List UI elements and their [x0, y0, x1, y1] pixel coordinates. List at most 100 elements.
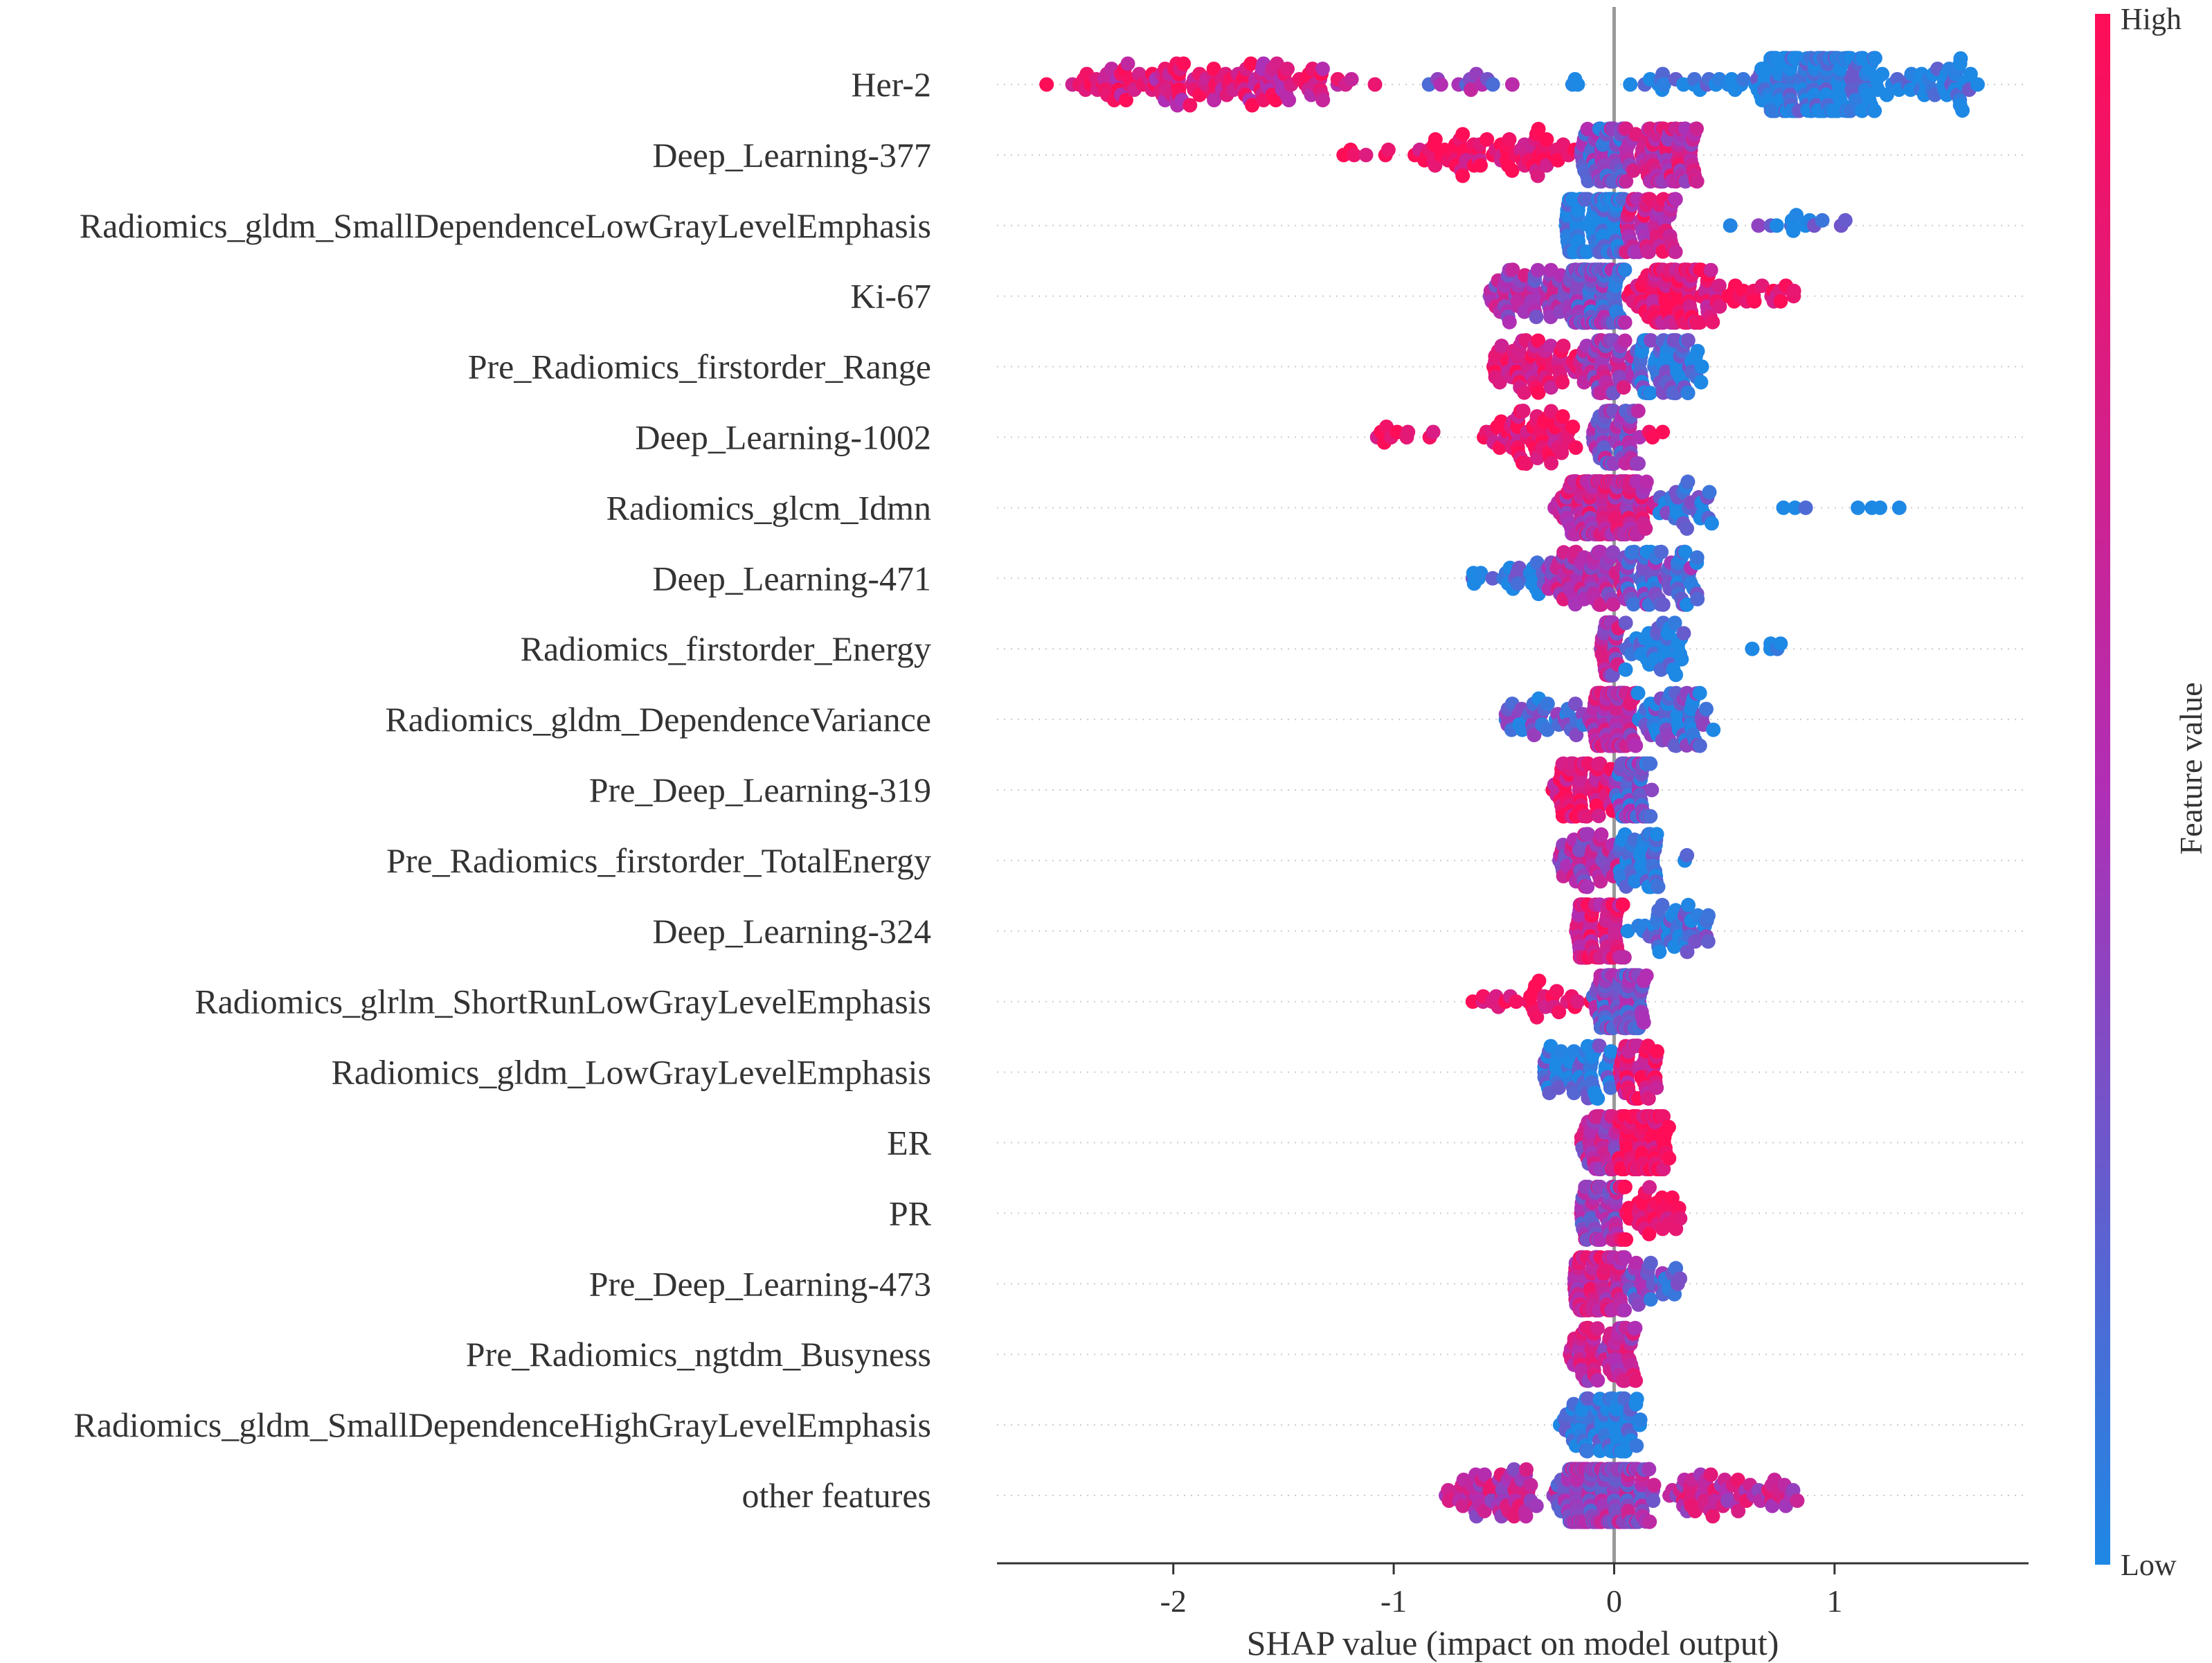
- data-point: [1867, 103, 1882, 118]
- data-point: [1790, 1493, 1805, 1508]
- data-point: [1641, 1091, 1656, 1106]
- data-point: [1492, 375, 1507, 390]
- data-point: [1543, 380, 1558, 395]
- data-point: [1631, 1297, 1646, 1312]
- data-point: [1837, 213, 1853, 228]
- data-point: [1381, 142, 1396, 157]
- data-point: [1206, 62, 1221, 76]
- data-point: [1629, 1438, 1644, 1453]
- data-point: [1606, 597, 1621, 612]
- feature-label: Pre_Deep_Learning-319: [589, 771, 931, 809]
- data-point: [1617, 333, 1633, 348]
- data-point: [1623, 77, 1638, 92]
- data-point: [1592, 1039, 1607, 1054]
- data-point: [1875, 66, 1890, 82]
- data-point: [1509, 994, 1524, 1009]
- data-point: [1401, 424, 1416, 440]
- feature-label: Pre_Radiomics_firstorder_Range: [468, 348, 931, 386]
- data-point: [1315, 62, 1330, 76]
- data-point: [1642, 1514, 1657, 1529]
- data-point: [1643, 756, 1658, 771]
- data-point: [1754, 278, 1770, 294]
- data-point: [1751, 218, 1766, 233]
- data-point: [1590, 1373, 1606, 1388]
- data-point: [1245, 98, 1260, 113]
- data-point: [1590, 1091, 1606, 1106]
- data-point: [1549, 984, 1564, 999]
- data-points: [1039, 51, 1985, 1529]
- x-tick-label: 1: [1826, 1583, 1842, 1619]
- data-point: [1628, 1320, 1643, 1336]
- data-point: [1689, 174, 1705, 189]
- data-point: [1617, 1179, 1633, 1194]
- data-point: [1511, 560, 1527, 575]
- data-point: [1769, 218, 1784, 233]
- data-point: [1502, 314, 1517, 330]
- x-tick-label: -1: [1381, 1583, 1407, 1619]
- data-point: [1555, 375, 1570, 390]
- data-point: [1628, 738, 1644, 753]
- data-point: [1704, 516, 1719, 531]
- data-point: [1776, 500, 1791, 515]
- data-point: [1568, 440, 1583, 455]
- data-point: [1642, 386, 1657, 401]
- data-point: [1651, 879, 1666, 895]
- data-point: [1581, 827, 1596, 842]
- data-point: [1723, 218, 1738, 233]
- data-point: [1789, 208, 1804, 223]
- data-point: [1473, 158, 1488, 173]
- data-point: [1480, 132, 1495, 147]
- x-axis: -2 -1 0 1 SHAP value (impact on model outpu…: [997, 1562, 2029, 1662]
- x-tick-label: 0: [1606, 1583, 1622, 1619]
- data-point: [1642, 244, 1657, 260]
- data-point: [1638, 521, 1653, 536]
- feature-label: PR: [889, 1194, 932, 1232]
- data-point: [1680, 333, 1696, 348]
- data-point: [1668, 244, 1683, 260]
- data-point: [1747, 294, 1762, 309]
- data-point: [1657, 77, 1671, 92]
- data-point: [1619, 174, 1634, 189]
- data-point: [1745, 641, 1760, 656]
- data-point: [1703, 262, 1718, 278]
- data-point: [1705, 1509, 1720, 1524]
- x-axis-label: SHAP value (impact on model output): [1247, 1624, 1779, 1662]
- data-point: [1630, 404, 1646, 418]
- data-point: [1617, 950, 1632, 965]
- data-point: [1798, 500, 1813, 515]
- data-point: [1690, 591, 1705, 606]
- data-point: [1706, 722, 1721, 737]
- data-point: [1531, 973, 1547, 989]
- data-point: [1570, 77, 1585, 92]
- data-point: [1765, 1498, 1780, 1513]
- data-point: [1565, 420, 1581, 434]
- data-point: [1603, 1080, 1618, 1095]
- feature-label: Pre_Radiomics_ngtdm_Busyness: [466, 1335, 931, 1374]
- data-point: [1649, 1080, 1664, 1095]
- data-point: [1736, 72, 1751, 87]
- data-point: [1699, 701, 1714, 717]
- x-tick-label: -2: [1160, 1583, 1187, 1619]
- data-point: [1703, 1467, 1718, 1482]
- data-point: [1646, 1493, 1661, 1508]
- colorbar-high-label: High: [2121, 2, 2182, 36]
- data-point: [1590, 1321, 1605, 1336]
- data-point: [1485, 77, 1500, 92]
- data-point: [1963, 66, 1978, 82]
- x-ticks: -2 -1 0 1: [1160, 1563, 1842, 1619]
- data-point: [1539, 158, 1554, 173]
- feature-label: Radiomics_gldm_SmallDependenceHighGrayLe…: [73, 1405, 931, 1444]
- data-point: [1120, 56, 1135, 71]
- data-point: [1529, 309, 1544, 325]
- colorbar-low-label: Low: [2121, 1548, 2177, 1582]
- data-point: [1674, 651, 1689, 667]
- data-point: [1530, 262, 1545, 278]
- data-point: [1455, 168, 1471, 183]
- data-point: [1243, 56, 1259, 71]
- data-point: [1786, 283, 1801, 298]
- data-point: [1593, 874, 1608, 889]
- data-point: [1580, 879, 1595, 895]
- data-point: [1688, 934, 1703, 949]
- data-point: [1494, 339, 1509, 354]
